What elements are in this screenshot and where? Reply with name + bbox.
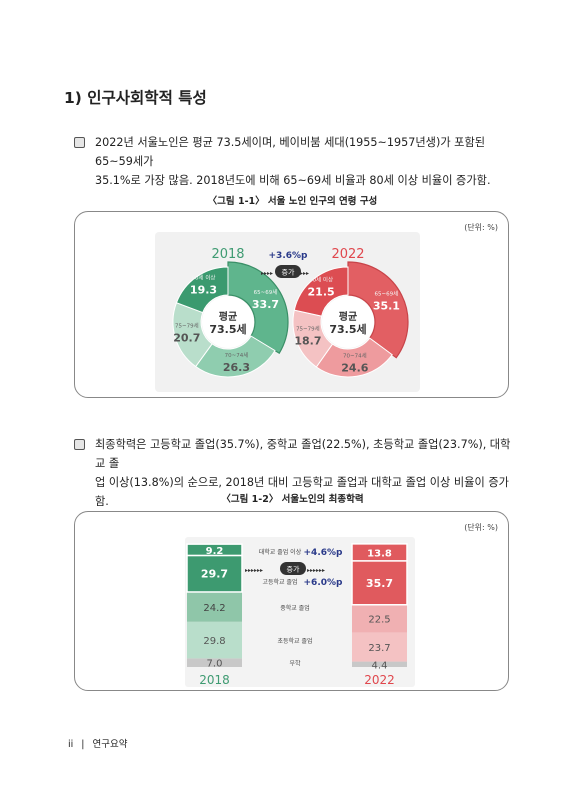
slice-category-label: 80세 이상 [192, 274, 216, 282]
slice-value-label: 18.7 [294, 335, 321, 348]
donut-center-label: 평균 [219, 310, 237, 323]
donut-year-label: 2022 [331, 247, 364, 262]
slice-value-label: 35.1 [373, 300, 400, 313]
series-label: 중학교 졸업 [280, 604, 310, 612]
bar-segment [352, 604, 407, 633]
donut-hole [202, 296, 254, 348]
increase-badge [275, 265, 301, 278]
donut-year-label: 2018 [211, 247, 244, 262]
bar-segment [352, 632, 407, 662]
slice-value-label: 26.3 [223, 361, 250, 374]
bar-segment [351, 543, 408, 562]
bar-category-label: 2022 [364, 673, 395, 687]
bar-segment [187, 591, 242, 622]
figure1-title: 〈그림 1-1〉 서울 노인 인구의 연령 구성 [207, 196, 378, 207]
arrow-left-icon: ▸▸▸▸▸▸ [245, 567, 263, 574]
page-number: ii [68, 739, 74, 750]
slice-category-label: 80세 이상 [309, 275, 333, 283]
bullet-age-summary: 2022년 서울노인은 평균 73.5세이며, 베이비붐 세대(1955~195… [74, 133, 514, 190]
checkbox-icon [74, 137, 85, 148]
figure1-panel: (단위: %) 2018 65~69세 33.7 70~74세 26.3 75~79세 20… [74, 211, 509, 398]
bullet-line: 최종학력은 고등학교 졸업(35.7%), 중학교 졸업(22.5%), 초등학… [95, 438, 511, 470]
figure2-title: 〈그림 1-2〉 서울노인의 최종학력 [221, 494, 364, 505]
bullet-line: 2022년 서울노인은 평균 73.5세이며, 베이비붐 세대(1955~195… [95, 136, 486, 168]
bar-segment [186, 543, 243, 557]
page-footer: ii | 연구요약 [68, 736, 127, 750]
donut-center-value: 73.5세 [329, 322, 366, 336]
high-school-change-label: +6.0%p [304, 578, 344, 588]
education-stacked-bar-chart: 7.0 29.8 24.2 29.7 9.2 2018 4.4 23.7 22.5 35.7 13.… [185, 537, 415, 687]
slice-category-label: 65~69세 [375, 290, 399, 298]
bar-value-label: 9.2 [206, 546, 224, 557]
donut-center-label: 평균 [339, 310, 357, 323]
slice-category-label: 65~69세 [254, 288, 278, 296]
slice-value-label: 20.7 [173, 331, 200, 344]
slice-category-label: 70~74세 [225, 351, 249, 359]
bar-segment [186, 554, 243, 593]
slice-value-label: 24.6 [341, 361, 368, 374]
bar-value-label: 22.5 [368, 615, 390, 626]
donut-slice [175, 266, 229, 314]
figure1-unit: (단위: %) [464, 223, 498, 232]
increase-badge-label: 증가 [282, 268, 295, 277]
bar-segment [187, 658, 242, 667]
figure2-panel: (단위: %) 7.0 29.8 24.2 29.7 9.2 2018 4.4 23.7 22.… [74, 511, 509, 691]
bar-value-label: 29.7 [201, 568, 228, 581]
bar-segment [352, 661, 407, 667]
increase-badge-label: 증가 [287, 565, 300, 574]
footer-section: 연구요약 [92, 739, 128, 750]
bar-value-label: 23.7 [368, 643, 390, 654]
slice-value-label: 33.7 [252, 298, 279, 311]
footer-separator: | [81, 739, 85, 750]
change-label: +3.6%p [269, 251, 309, 261]
slice-category-label: 70~74세 [343, 351, 367, 359]
donut-center-value: 73.5세 [209, 322, 246, 336]
donut-slice [347, 261, 409, 359]
figure2-unit: (단위: %) [464, 523, 498, 532]
bar-value-label: 35.7 [366, 577, 393, 590]
arrow-right-icon: ▸▸▸▸▸▸ [307, 567, 325, 574]
series-label: 고등학교 졸업 [262, 578, 297, 586]
bar-value-label: 29.8 [203, 636, 225, 647]
slice-value-label: 21.5 [308, 285, 335, 298]
slice-category-label: 75~79세 [175, 321, 199, 329]
checkbox-icon [74, 439, 85, 450]
bar-value-label: 24.2 [203, 603, 225, 614]
bullet-line: 업 이상(13.8%)의 순으로, 2018년 대비 고등학교 졸업과 대학교 … [95, 476, 509, 508]
college-change-label: +4.6%p [304, 548, 344, 558]
bar-value-label: 7.0 [207, 659, 223, 670]
series-label: 무학 [289, 660, 301, 668]
donut-hole [322, 296, 374, 348]
slice-value-label: 19.3 [190, 284, 217, 297]
increase-badge [280, 562, 306, 575]
donut-slice [293, 266, 349, 317]
series-label: 대학교 졸업 이상 [259, 548, 302, 556]
series-label: 초등학교 졸업 [277, 637, 312, 645]
arrow-right-icon: ▸▸▸▸ [297, 270, 309, 277]
age-donut-chart: 2018 65~69세 33.7 70~74세 26.3 75~79세 20.7 80세 이상… [155, 232, 420, 392]
bar-value-label: 4.4 [372, 660, 388, 671]
donut-slice [227, 261, 289, 355]
bullet-line: 35.1%로 가장 많음. 2018년도에 비해 65~69세 비율과 80세 … [95, 174, 491, 187]
bar-segment [187, 621, 242, 659]
section-heading: 1) 인구사회학적 특성 [64, 89, 207, 107]
bar-category-label: 2018 [199, 673, 230, 687]
bullet-education-summary: 최종학력은 고등학교 졸업(35.7%), 중학교 졸업(22.5%), 초등학… [74, 435, 514, 511]
slice-category-label: 75~79세 [296, 325, 320, 333]
bar-segment [351, 560, 408, 606]
arrow-left-icon: ▸▸▸▸ [261, 270, 273, 277]
bar-value-label: 13.8 [367, 548, 392, 559]
